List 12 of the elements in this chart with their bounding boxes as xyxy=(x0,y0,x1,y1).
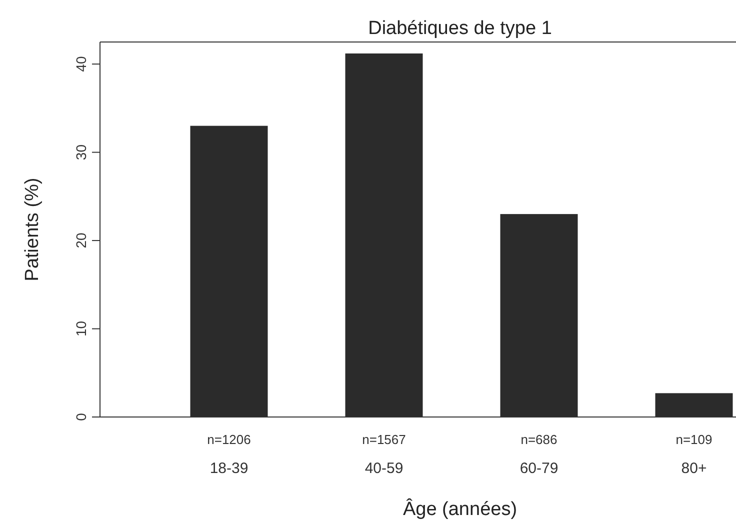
y-tick-label: 0 xyxy=(73,412,89,421)
y-tick-label: 10 xyxy=(73,320,89,337)
y-tick-label: 30 xyxy=(73,144,89,160)
x-tick-label: n=109 80+ xyxy=(676,432,712,477)
x-tick-label: n=1567 40-59 xyxy=(362,432,406,477)
y-axis-title: Patients (%) xyxy=(22,178,43,282)
x-tick-label: n=686 60-79 xyxy=(520,432,558,477)
x-tick-label: n=1206 18-39 xyxy=(207,432,251,477)
chart-title: Diabétiques de type 1 xyxy=(368,18,552,39)
x-axis-title: Âge (années) xyxy=(402,498,518,520)
y-tick-label: 20 xyxy=(73,232,89,248)
y-tick-label: 40 xyxy=(73,56,89,72)
